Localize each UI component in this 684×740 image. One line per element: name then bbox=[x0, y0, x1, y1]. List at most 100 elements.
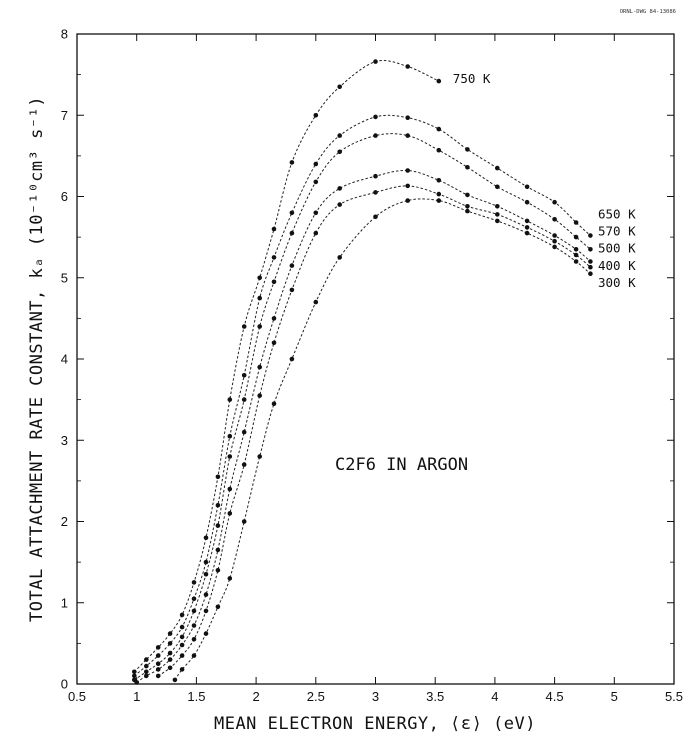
data-point bbox=[524, 225, 530, 230]
data-point bbox=[552, 217, 557, 222]
x-tick-label: 5 bbox=[611, 689, 618, 704]
data-point bbox=[215, 503, 221, 508]
data-point bbox=[144, 657, 149, 662]
y-tick-label: 8 bbox=[61, 27, 68, 42]
data-point bbox=[436, 178, 442, 183]
data-point bbox=[241, 462, 247, 467]
data-point bbox=[405, 64, 411, 69]
y-tick-label: 1 bbox=[61, 595, 68, 610]
data-point bbox=[167, 657, 173, 662]
data-point bbox=[271, 316, 277, 321]
data-point bbox=[227, 511, 233, 516]
data-point bbox=[405, 133, 411, 138]
data-point bbox=[215, 568, 221, 573]
data-point bbox=[524, 199, 530, 205]
data-point bbox=[167, 641, 173, 646]
y-tick-label: 6 bbox=[61, 189, 68, 204]
data-point bbox=[405, 198, 411, 203]
y-axis-title: TOTAL ATTACHMENT RATE CONSTANT, kₐ (10⁻¹… bbox=[27, 96, 47, 622]
data-point bbox=[155, 645, 161, 650]
data-point bbox=[191, 580, 197, 585]
data-point bbox=[191, 596, 197, 601]
series-line bbox=[136, 169, 591, 683]
data-point bbox=[167, 665, 173, 671]
data-point bbox=[573, 220, 579, 225]
data-point bbox=[241, 519, 247, 524]
data-point bbox=[465, 204, 470, 209]
data-point bbox=[588, 259, 593, 264]
x-tick-label: 5.5 bbox=[665, 689, 683, 704]
data-point bbox=[203, 535, 209, 541]
data-point bbox=[313, 210, 319, 216]
data-point bbox=[191, 608, 197, 614]
data-point bbox=[271, 279, 277, 285]
data-point bbox=[313, 113, 319, 118]
data-point bbox=[313, 299, 319, 305]
data-point bbox=[373, 114, 378, 120]
chart-annotation: C2F6 IN ARGON bbox=[335, 455, 468, 475]
y-tick-label: 2 bbox=[61, 514, 68, 529]
x-tick-label: 1.5 bbox=[187, 689, 205, 704]
series-label: 650 K bbox=[598, 206, 636, 221]
data-point bbox=[155, 673, 161, 679]
data-point bbox=[313, 161, 319, 167]
data-point bbox=[144, 663, 149, 669]
data-point bbox=[155, 653, 161, 658]
data-point bbox=[167, 631, 173, 636]
series-label: 300 K bbox=[598, 275, 636, 290]
data-point bbox=[167, 650, 173, 656]
data-point bbox=[524, 230, 530, 236]
data-point bbox=[191, 653, 197, 658]
data-point bbox=[179, 634, 185, 640]
data-point bbox=[337, 84, 343, 90]
y-tick-label: 5 bbox=[61, 270, 68, 285]
data-point bbox=[241, 397, 247, 402]
data-point bbox=[257, 393, 263, 398]
data-point bbox=[203, 631, 209, 636]
data-point bbox=[172, 677, 178, 683]
data-point bbox=[271, 226, 277, 232]
data-point bbox=[132, 673, 137, 679]
data-point bbox=[132, 669, 137, 675]
data-point bbox=[465, 192, 470, 198]
data-point bbox=[289, 356, 295, 362]
data-point bbox=[573, 259, 579, 264]
data-point bbox=[257, 324, 263, 329]
data-point bbox=[337, 186, 343, 191]
data-point bbox=[337, 255, 343, 260]
data-point bbox=[552, 199, 557, 205]
data-point bbox=[227, 576, 233, 581]
data-point bbox=[289, 287, 295, 293]
data-point bbox=[215, 547, 221, 553]
data-point bbox=[495, 218, 500, 224]
x-tick-label: 3.5 bbox=[426, 689, 444, 704]
series-line bbox=[134, 133, 591, 681]
series-layer: 750 K 650 K 570 K 500 K 400 K 300 K bbox=[132, 59, 636, 685]
data-point bbox=[552, 233, 557, 238]
data-point bbox=[241, 373, 247, 378]
data-point bbox=[257, 295, 263, 301]
data-point bbox=[155, 667, 161, 672]
x-tick-label: 4.5 bbox=[546, 689, 564, 704]
data-point bbox=[144, 669, 149, 675]
data-point bbox=[524, 218, 530, 224]
x-tick-label: 2 bbox=[252, 689, 259, 704]
series-line bbox=[133, 59, 440, 673]
data-point bbox=[588, 233, 593, 238]
data-point bbox=[179, 642, 185, 648]
data-point bbox=[191, 623, 197, 628]
data-point bbox=[552, 244, 557, 250]
data-point bbox=[257, 275, 263, 281]
data-point bbox=[313, 179, 319, 185]
data-point bbox=[227, 433, 233, 439]
data-point bbox=[436, 147, 442, 153]
data-point bbox=[179, 653, 185, 658]
data-point bbox=[405, 115, 411, 120]
y-tick-label: 7 bbox=[61, 108, 68, 123]
data-point bbox=[373, 59, 378, 64]
plot-frame bbox=[76, 33, 675, 685]
data-point bbox=[495, 184, 500, 190]
data-point bbox=[465, 165, 470, 170]
data-point bbox=[436, 78, 442, 84]
